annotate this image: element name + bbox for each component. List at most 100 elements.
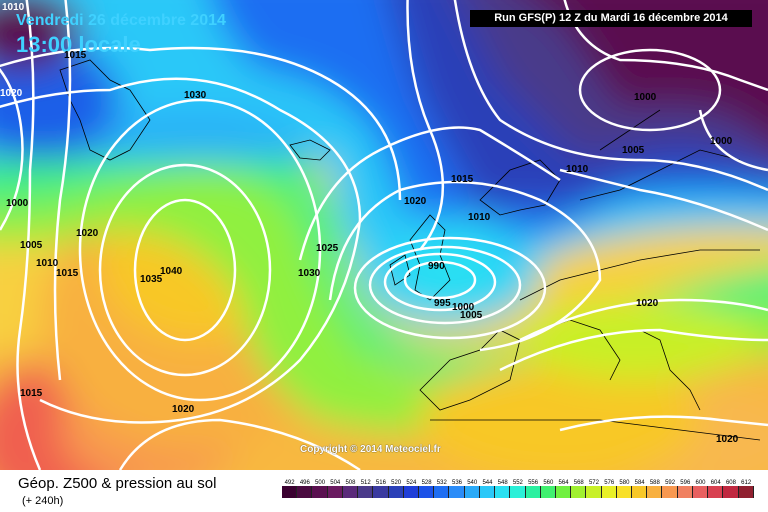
legend-tick-label: 600 — [695, 480, 706, 486]
legend-tick-label: 568 — [573, 480, 584, 486]
legend-swatch — [358, 486, 374, 498]
isobar-label: 1010 — [2, 2, 25, 13]
legend-ticks: 492 496 500 504 508 512 516 520 524 528 532 536 540 5… — [282, 480, 754, 486]
legend-swatch — [647, 486, 663, 498]
isobar-label: 1020 — [172, 404, 195, 415]
legend-tick-label: 588 — [649, 480, 660, 486]
legend-swatch — [464, 486, 480, 498]
legend-tick-label: 520 — [391, 480, 402, 486]
legend-tick-label: 608 — [725, 480, 736, 486]
isobar-label: 1020 — [716, 434, 739, 445]
legend-tick-label: 492 — [284, 480, 295, 486]
isobar-label: 1025 — [316, 243, 339, 254]
legend-swatch — [479, 486, 496, 498]
forecast-time: 13:00 locale — [16, 32, 141, 57]
legend-tick-label: 540 — [467, 480, 478, 486]
color-legend: 492 496 500 504 508 512 516 520 524 528 532 536 540 5… — [282, 480, 754, 508]
map-canvas — [0, 0, 768, 470]
legend-tick-label: 516 — [375, 480, 386, 486]
isobar-label: 1015 — [56, 268, 79, 279]
isobar-label: 1000 — [710, 136, 733, 147]
isobar-label: 1010 — [468, 212, 491, 223]
legend-swatch — [723, 486, 739, 498]
legend-swatch — [418, 486, 435, 498]
legend-tick-label: 496 — [299, 480, 310, 486]
legend-swatch — [616, 486, 633, 498]
isobar-label: 1015 — [20, 388, 43, 399]
legend-swatch — [540, 486, 556, 498]
isobar-label: 1020 — [636, 298, 659, 309]
legend-swatch — [373, 486, 389, 498]
isobar-label: 1020 — [76, 228, 99, 239]
isobar-label: 995 — [434, 298, 451, 309]
legend-tick-label: 576 — [604, 480, 615, 486]
legend-swatch — [282, 486, 298, 498]
legend-tick-label: 584 — [634, 480, 645, 486]
legend-swatch — [586, 486, 602, 498]
legend-swatch — [632, 486, 648, 498]
legend-swatch — [708, 486, 724, 498]
isobar-label: 1005 — [622, 145, 645, 156]
legend-tick-label: 556 — [528, 480, 539, 486]
isobar-label: 1010 — [566, 164, 589, 175]
isobar-label: 1030 — [298, 268, 321, 279]
legend-swatch — [388, 486, 404, 498]
legend-swatch — [525, 486, 541, 498]
isobar-label: 1015 — [451, 174, 474, 185]
legend-tick-label: 560 — [543, 480, 554, 486]
legend-tick-label: 528 — [421, 480, 432, 486]
forecast-date: Vendredi 26 décembre 2014 — [16, 12, 226, 29]
isobar-label: 990 — [428, 261, 445, 272]
geopotential-field — [0, 0, 768, 470]
forecast-lead: (+ 240h) — [22, 495, 64, 507]
legend-tick-label: 612 — [741, 480, 752, 486]
legend-tick-label: 524 — [406, 480, 417, 486]
legend-swatch — [403, 486, 419, 498]
isobar-label: 1005 — [20, 240, 43, 251]
legend-swatch — [312, 486, 328, 498]
isobar-label: 1015 — [64, 50, 87, 61]
legend-swatch — [555, 486, 572, 498]
legend-swatch — [434, 486, 450, 498]
legend-tick-label: 508 — [345, 480, 356, 486]
legend-tick-label: 564 — [558, 480, 569, 486]
copyright-notice: Copyright © 2014 Meteociel.fr — [300, 444, 441, 455]
legend-tick-label: 544 — [482, 480, 493, 486]
legend-tick-label: 532 — [436, 480, 447, 486]
legend-swatch — [571, 486, 587, 498]
coastlines — [59, 59, 761, 441]
model-run-label: Run GFS(P) 12 Z du Mardi 16 décembre 201… — [470, 10, 752, 27]
isobars — [0, 0, 768, 470]
legend-swatch — [662, 486, 678, 498]
field-title: Géop. Z500 & pression au sol — [18, 475, 217, 492]
legend-swatch — [738, 486, 754, 498]
isobar-label: 1020 — [0, 88, 23, 99]
isobar-label: 1010 — [36, 258, 59, 269]
isobar-label: 1040 — [160, 266, 183, 277]
isobar-label: 1000 — [6, 198, 29, 209]
legend-swatch — [297, 486, 313, 498]
legend-swatches — [282, 486, 754, 498]
legend-swatch — [327, 486, 343, 498]
legend-tick-label: 512 — [360, 480, 371, 486]
weather-map: Vendredi 26 décembre 2014 13:00 locale R… — [0, 0, 768, 470]
legend-tick-label: 500 — [315, 480, 326, 486]
legend-tick-label: 504 — [330, 480, 341, 486]
legend-tick-label: 572 — [588, 480, 599, 486]
legend-tick-label: 592 — [665, 480, 676, 486]
legend-swatch — [677, 486, 693, 498]
isobar-label: 1000 — [634, 92, 657, 103]
isobar-label: 1000 — [452, 302, 475, 313]
legend-tick-label: 580 — [619, 480, 630, 486]
legend-swatch — [495, 486, 511, 498]
isobar-label: 1035 — [140, 274, 163, 285]
legend-tick-label: 596 — [680, 480, 691, 486]
isobar-label: 1030 — [184, 90, 207, 101]
legend-swatch — [692, 486, 709, 498]
legend-swatch — [601, 486, 617, 498]
legend-tick-label: 548 — [497, 480, 508, 486]
legend-tick-label: 536 — [452, 480, 463, 486]
legend-swatch — [449, 486, 465, 498]
isobar-label: 1005 — [460, 310, 483, 321]
legend-swatch — [342, 486, 359, 498]
